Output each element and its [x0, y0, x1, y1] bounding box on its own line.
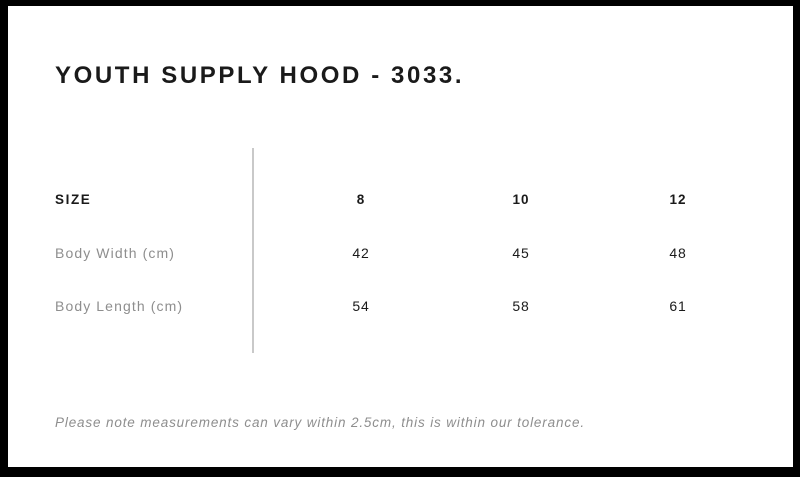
- table-header-label: SIZE: [55, 192, 92, 207]
- cell-body-width-size-12: 48: [669, 245, 687, 261]
- cell-body-length-size-8: 54: [352, 298, 370, 314]
- size-chart-canvas: YOUTH SUPPLY HOOD - 3033. SIZE 8 10 12 B…: [8, 6, 793, 467]
- measurement-tolerance-note: Please note measurements can vary within…: [55, 415, 585, 430]
- table-row: Body Width (cm) 42 45 48: [8, 243, 793, 263]
- page-title: YOUTH SUPPLY HOOD - 3033.: [55, 62, 465, 89]
- row-label-body-width: Body Width (cm): [55, 245, 175, 261]
- table-row: Body Length (cm) 54 58 61: [8, 296, 793, 316]
- cell-body-length-size-10: 58: [512, 298, 530, 314]
- row-label-body-length: Body Length (cm): [55, 298, 184, 314]
- cell-body-width-size-10: 45: [512, 245, 530, 261]
- cell-body-length-size-12: 61: [669, 298, 687, 314]
- size-chart-table: SIZE 8 10 12 Body Width (cm) 42 45 48 Bo…: [8, 6, 793, 467]
- cell-body-width-size-8: 42: [352, 245, 370, 261]
- column-divider: [252, 148, 254, 353]
- table-header-size-10: 10: [512, 192, 530, 207]
- table-header-row: SIZE 8 10 12: [8, 190, 793, 210]
- table-header-size-12: 12: [669, 192, 687, 207]
- table-header-size-8: 8: [356, 192, 366, 207]
